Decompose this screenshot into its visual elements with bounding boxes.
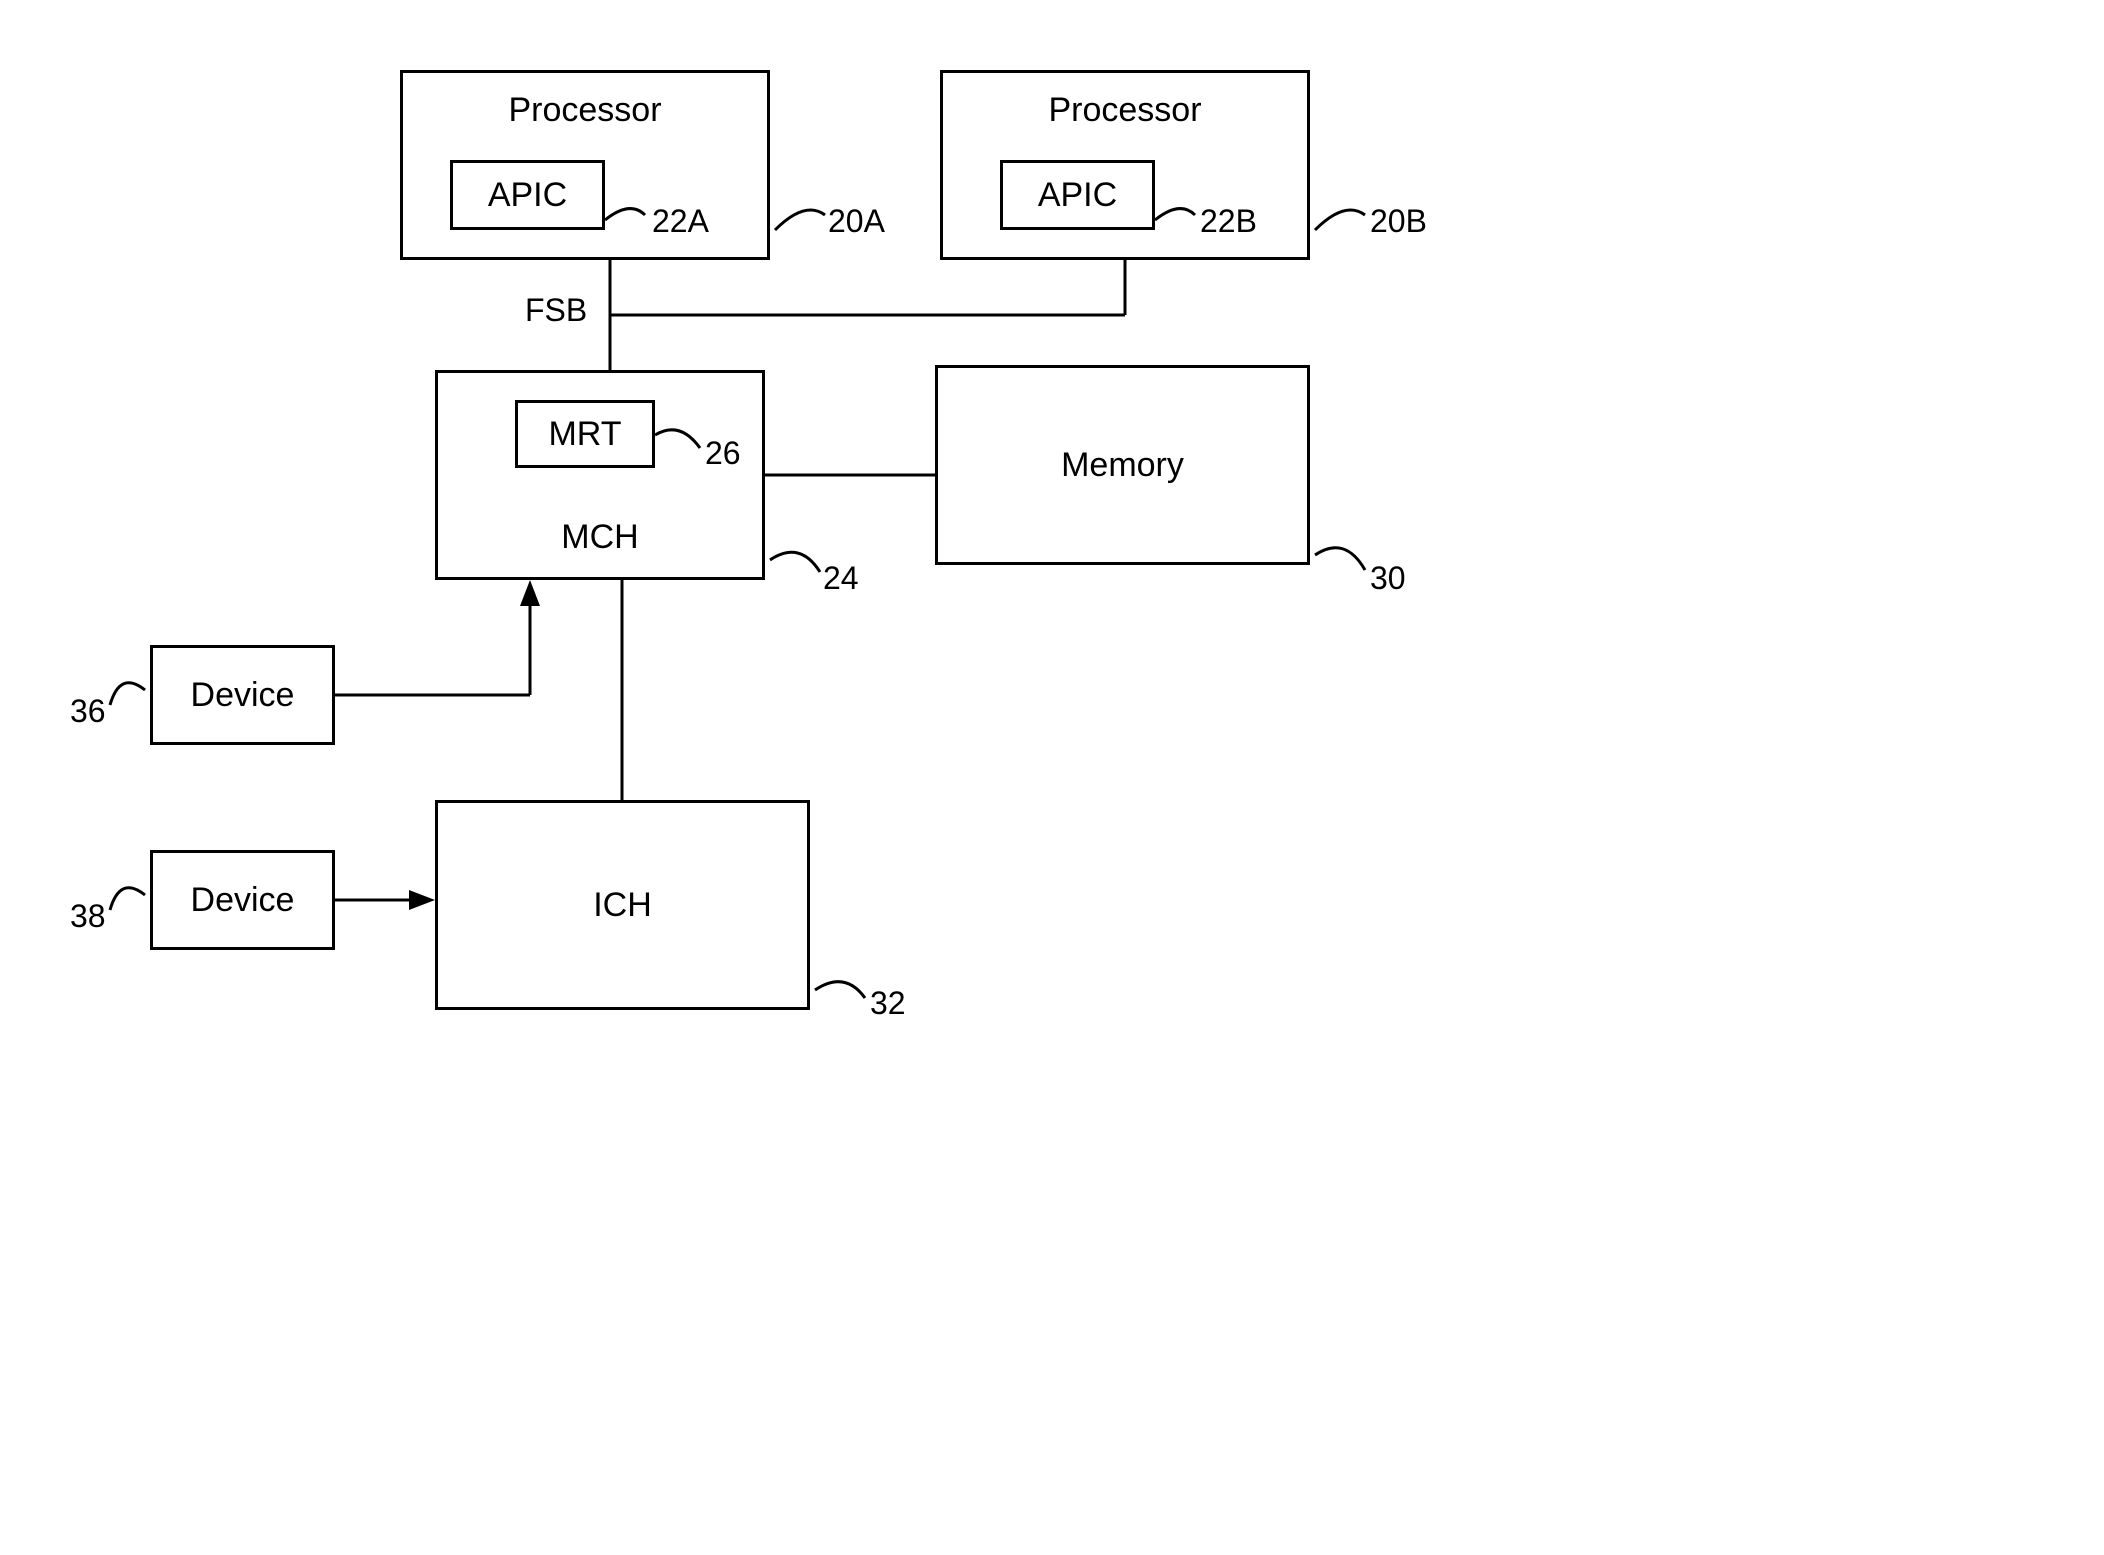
ref-38: 38 <box>70 898 106 935</box>
ich-label: ICH <box>593 886 652 925</box>
device1-block: Device <box>150 645 335 745</box>
ref-20b: 20B <box>1370 203 1427 240</box>
apic-b-label: APIC <box>1038 176 1117 215</box>
memory-label: Memory <box>1061 446 1184 485</box>
apic-b-block: APIC <box>1000 160 1155 230</box>
mrt-block: MRT <box>515 400 655 468</box>
device2-label: Device <box>191 881 295 920</box>
ref-22b: 22B <box>1200 203 1257 240</box>
ref-30: 30 <box>1370 560 1406 597</box>
ref-26: 26 <box>705 435 741 472</box>
architecture-diagram: Processor APIC Processor APIC MCH MRT Me… <box>40 40 1640 1140</box>
device1-label: Device <box>191 676 295 715</box>
apic-a-block: APIC <box>450 160 605 230</box>
ref-36: 36 <box>70 693 106 730</box>
ref-32: 32 <box>870 985 906 1022</box>
memory-block: Memory <box>935 365 1310 565</box>
mch-label: MCH <box>438 518 762 557</box>
ich-block: ICH <box>435 800 810 1010</box>
processor-a-label: Processor <box>403 91 767 130</box>
ref-20a: 20A <box>828 203 885 240</box>
device2-block: Device <box>150 850 335 950</box>
ref-22a: 22A <box>652 203 709 240</box>
fsb-label: FSB <box>525 292 587 329</box>
processor-b-label: Processor <box>943 91 1307 130</box>
mrt-label: MRT <box>548 415 621 454</box>
ref-24: 24 <box>823 560 859 597</box>
apic-a-label: APIC <box>488 176 567 215</box>
